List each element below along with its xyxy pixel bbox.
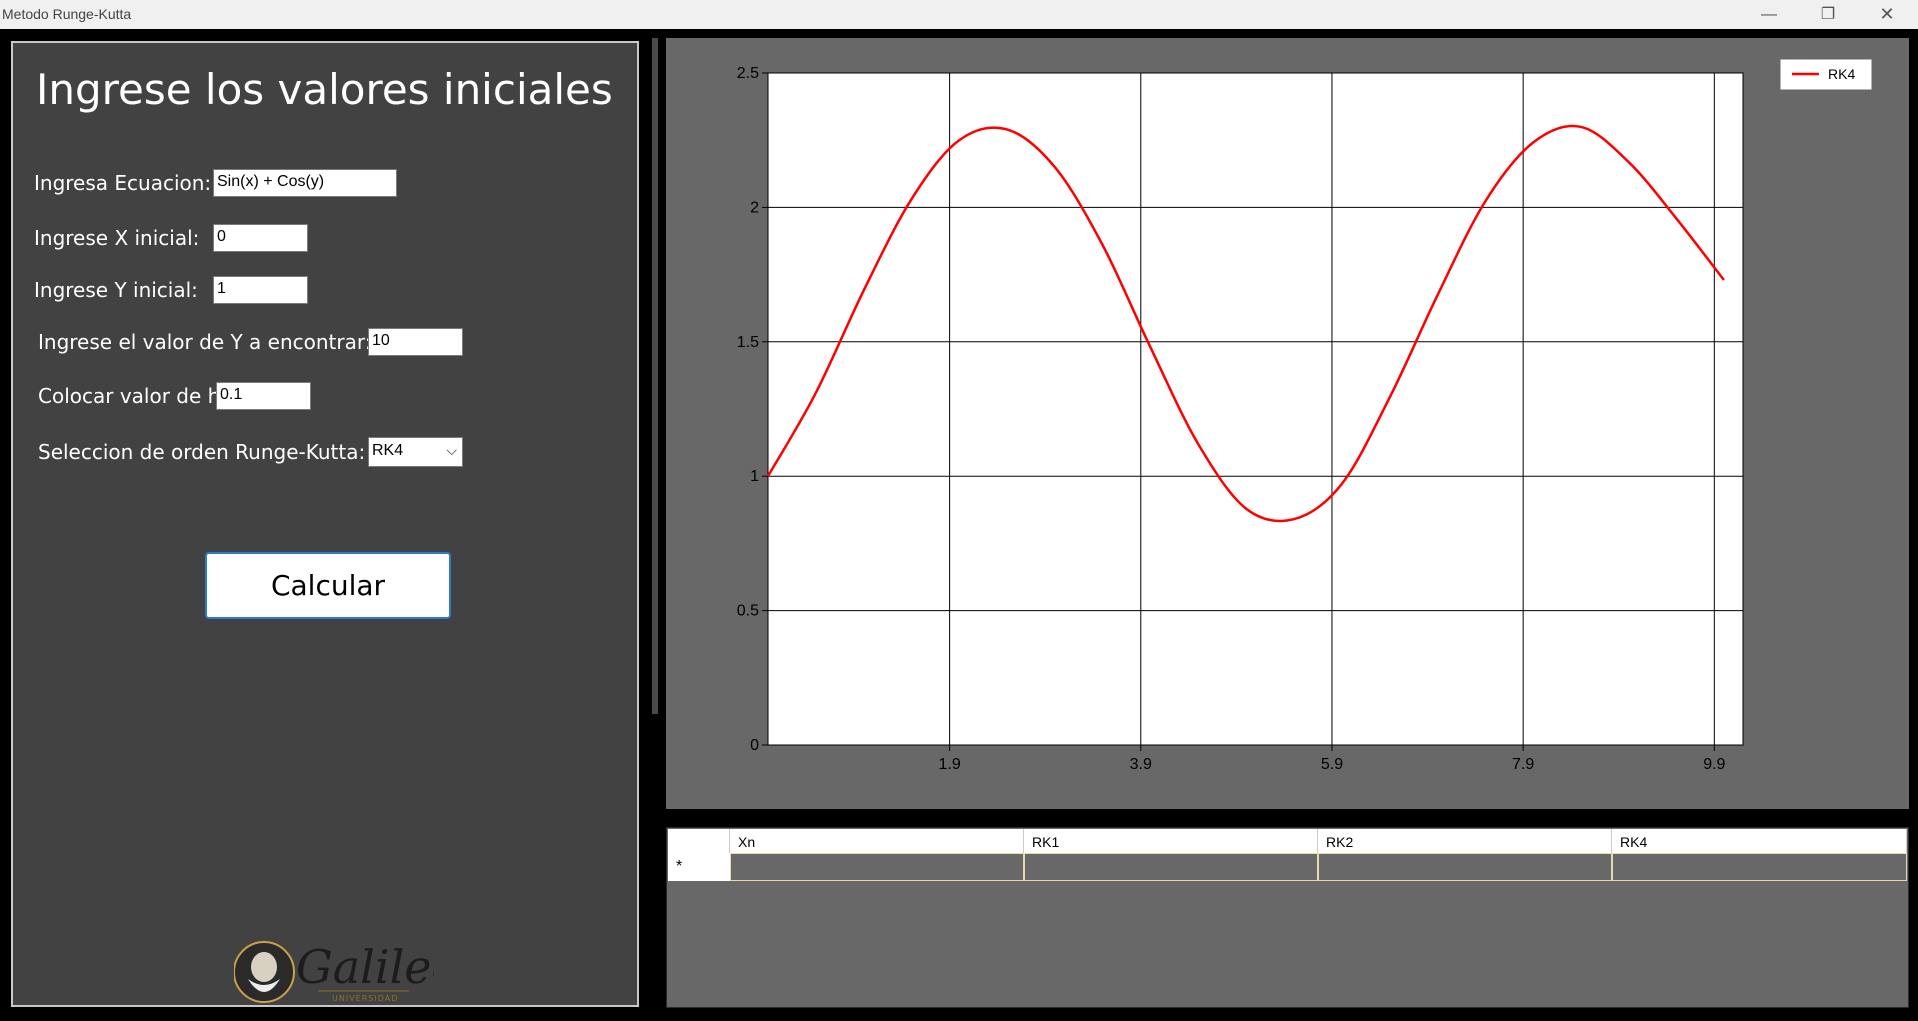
plot-area bbox=[767, 72, 1744, 746]
x-tick-label: 9.9 bbox=[1703, 756, 1725, 773]
chart-panel: 0 0.5 1 1.5 2 2.5 1.9 3.9 5.9 7.9 9.9 RK4 bbox=[666, 38, 1909, 809]
grid-header-rk1[interactable]: RK1 bbox=[1024, 829, 1318, 853]
legend-label: RK4 bbox=[1828, 66, 1855, 82]
logo-subtext: UNIVERSIDAD bbox=[332, 994, 398, 1003]
x-tick-label: 3.9 bbox=[1130, 756, 1152, 773]
h-input[interactable]: 0.1 bbox=[216, 382, 311, 410]
panel-splitter[interactable] bbox=[652, 38, 658, 714]
title-bar: Metodo Runge-Kutta — ❐ ✕ bbox=[0, 0, 1918, 29]
series-line-rk4 bbox=[766, 124, 1725, 523]
y-tick-label: 1 bbox=[750, 468, 759, 485]
order-select-value: RK4 bbox=[372, 442, 404, 459]
results-grid: Xn RK1 RK2 RK4 * bbox=[666, 827, 1909, 1008]
y-tick-label: 2.5 bbox=[737, 65, 759, 82]
h-label: Colocar valor de h: bbox=[38, 384, 228, 408]
equation-input[interactable]: Sin(x) + Cos(y) bbox=[213, 169, 397, 197]
minimize-button[interactable]: — bbox=[1761, 6, 1777, 23]
grid-cell-rk1[interactable] bbox=[1024, 853, 1318, 881]
chevron-down-icon: ⌵ bbox=[446, 442, 457, 458]
input-panel: Ingrese los valores iniciales Ingresa Ec… bbox=[11, 41, 639, 1007]
logo-text: Galileo bbox=[296, 940, 434, 994]
grid-cell-xn[interactable] bbox=[730, 853, 1024, 881]
grid-cell-rk4[interactable] bbox=[1612, 853, 1907, 881]
x0-input[interactable]: 0 bbox=[213, 224, 308, 252]
new-row-marker[interactable]: * bbox=[668, 853, 730, 881]
x-tick-label: 5.9 bbox=[1321, 756, 1343, 773]
grid-header-xn[interactable]: Xn bbox=[730, 829, 1024, 853]
x-tick-label: 7.9 bbox=[1512, 756, 1534, 773]
target-label: Ingrese el valor de Y a encontrar: bbox=[38, 330, 372, 354]
form-heading: Ingrese los valores iniciales bbox=[36, 65, 613, 114]
y-tick-label: 0.5 bbox=[737, 603, 759, 620]
grid-cell-rk2[interactable] bbox=[1318, 853, 1612, 881]
y0-input[interactable]: 1 bbox=[213, 276, 308, 304]
rk-chart: 0 0.5 1 1.5 2 2.5 1.9 3.9 5.9 7.9 9.9 RK4 bbox=[737, 59, 1872, 773]
x-tick-label: 1.9 bbox=[938, 756, 960, 773]
window-title: Metodo Runge-Kutta bbox=[2, 6, 132, 22]
restore-button[interactable]: ❐ bbox=[1820, 6, 1836, 23]
galileo-logo: Galileo UNIVERSIDAD bbox=[234, 940, 434, 1003]
calculate-button[interactable]: Calcular bbox=[205, 552, 451, 619]
y0-label: Ingrese Y inicial: bbox=[34, 278, 198, 302]
x0-label: Ingrese X inicial: bbox=[34, 226, 200, 250]
close-button[interactable]: ✕ bbox=[1879, 4, 1895, 24]
target-input[interactable]: 10 bbox=[368, 328, 463, 356]
y-tick-label: 0 bbox=[750, 737, 759, 754]
y-tick-label: 1.5 bbox=[737, 334, 759, 351]
grid-header-rk2[interactable]: RK2 bbox=[1318, 829, 1612, 853]
grid-header-rk4[interactable]: RK4 bbox=[1612, 829, 1907, 853]
equation-label: Ingresa Ecuacion: bbox=[34, 171, 212, 195]
grid-corner-header[interactable] bbox=[668, 829, 730, 853]
y-tick-label: 2 bbox=[750, 199, 759, 216]
order-label: Seleccion de orden Runge-Kutta: bbox=[38, 440, 366, 464]
order-select[interactable]: RK4 ⌵ bbox=[368, 437, 463, 467]
